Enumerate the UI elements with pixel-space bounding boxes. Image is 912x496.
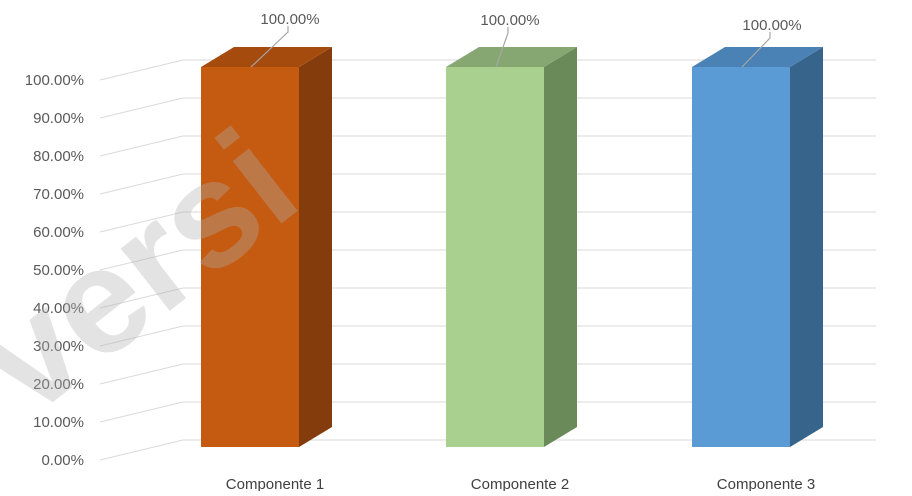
y-tick-label-5: 50.00% bbox=[33, 262, 84, 279]
bar-1-front bbox=[201, 67, 299, 447]
y-tick-label-7: 70.00% bbox=[33, 186, 84, 203]
y-tick-label-3: 30.00% bbox=[33, 338, 84, 355]
data-label-leader-1 bbox=[250, 26, 289, 68]
bars bbox=[201, 47, 823, 447]
y-tick-label-2: 20.00% bbox=[33, 376, 84, 393]
gridline-side-4 bbox=[99, 287, 184, 309]
bar-1-side bbox=[299, 47, 332, 447]
y-tick-label-1: 10.00% bbox=[33, 414, 84, 431]
data-label-leader-3 bbox=[741, 32, 771, 68]
gridline-side-3 bbox=[99, 325, 184, 347]
y-tick-label-0: 0.00% bbox=[41, 452, 84, 469]
y-axis-ticks: 0.00% 10.00% 20.00% 30.00% 40.00% 50.00% 60.00… bbox=[25, 72, 84, 469]
bar-3-top bbox=[692, 47, 823, 67]
data-label-leader-2 bbox=[495, 27, 509, 68]
bar-1-top bbox=[201, 47, 332, 67]
gridline-side-0 bbox=[99, 439, 184, 461]
data-label-3: 100.00% bbox=[742, 17, 801, 34]
bar-3-side bbox=[790, 47, 823, 447]
gridline-side-1 bbox=[99, 401, 184, 423]
bar-3 bbox=[692, 47, 823, 447]
y-tick-label-9: 90.00% bbox=[33, 110, 84, 127]
bar-3-front bbox=[692, 67, 790, 447]
y-tick-label-8: 80.00% bbox=[33, 148, 84, 165]
gridline-side-7 bbox=[99, 173, 184, 195]
bar-2-front bbox=[446, 67, 544, 447]
x-category-label-3: Componente 3 bbox=[717, 476, 815, 491]
bar-2 bbox=[446, 47, 577, 447]
y-tick-label-6: 60.00% bbox=[33, 224, 84, 241]
gridline-side-6 bbox=[99, 211, 184, 233]
data-labels: 100.00% 100.00% 100.00% bbox=[250, 11, 802, 68]
data-label-1: 100.00% bbox=[260, 11, 319, 28]
x-axis-categories: Componente 1 Componente 2 Componente 3 bbox=[226, 476, 815, 493]
x-category-label-2: Componente 2 bbox=[471, 476, 569, 491]
bar-1 bbox=[201, 47, 332, 447]
gridline-side-2 bbox=[99, 363, 184, 385]
x-category-label-1: Componente 1 bbox=[226, 476, 324, 491]
bar-2-side bbox=[544, 47, 577, 447]
gridline-side-5 bbox=[99, 249, 184, 271]
gridline-side-10 bbox=[99, 59, 184, 81]
y-tick-label-10: 100.00% bbox=[25, 72, 84, 89]
bar-2-top bbox=[446, 47, 577, 67]
gridline-side-8 bbox=[99, 135, 184, 157]
y-tick-label-4: 40.00% bbox=[33, 300, 84, 317]
gridline-side-9 bbox=[99, 97, 184, 119]
data-label-2: 100.00% bbox=[480, 12, 539, 29]
